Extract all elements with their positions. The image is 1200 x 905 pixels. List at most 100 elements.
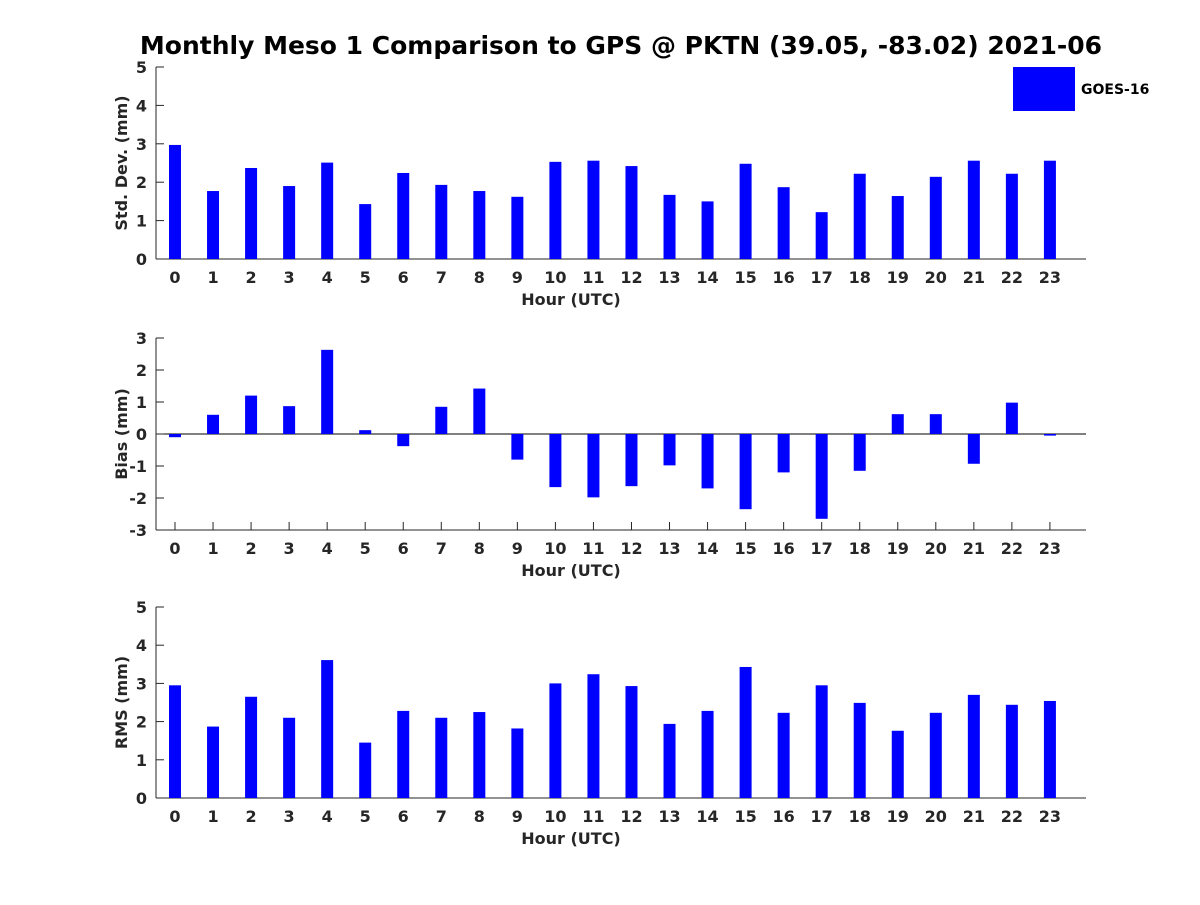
bar-hour-0 [169,685,181,798]
y-tick-label: -1 [129,457,147,476]
x-tick-label: 18 [849,539,871,558]
y-tick-label: 3 [136,135,147,154]
y-tick-label: 4 [136,96,147,115]
x-tick-label: 20 [925,268,947,287]
bar-hour-22 [1005,402,1018,434]
x-tick-label: 14 [696,539,718,558]
x-tick-label: 21 [963,268,985,287]
bar-hour-1 [207,726,220,798]
bar-hour-2 [245,395,258,434]
x-tick-label: 4 [322,539,333,558]
x-tick-label: 10 [544,268,566,287]
x-tick-label: 6 [398,807,409,826]
bar-hour-6 [397,710,410,798]
bar-hour-23 [1043,160,1056,259]
x-tick-label: 8 [474,807,485,826]
bar-hour-22 [1005,173,1018,259]
x-tick-label: 1 [207,807,218,826]
bar-hour-2 [245,696,258,798]
x-tick-label: 22 [1001,268,1023,287]
bar-hour-7 [435,717,448,798]
bar-hour-10 [549,434,562,488]
y-tick-label: -2 [129,489,147,508]
bar-hour-12 [625,166,638,259]
y-axis-label: Std. Dev. (mm) [112,95,131,230]
bar-hour-8 [473,712,486,798]
bar-hour-10 [549,161,562,259]
bar-hour-3 [283,186,296,259]
x-tick-label: 1 [207,268,218,287]
x-tick-label: 14 [696,807,718,826]
bar-hour-11 [587,434,600,498]
x-tick-label: 2 [246,268,257,287]
x-tick-label: 21 [963,807,985,826]
bar-hour-20 [929,712,942,798]
x-axis-label: Hour (UTC) [521,829,621,848]
bar-hour-12 [625,434,638,487]
x-tick-label: 16 [773,268,795,287]
y-tick-label: -3 [129,521,147,540]
y-tick-label: 2 [136,173,147,192]
x-tick-label: 18 [849,807,871,826]
bar-hour-14 [701,710,714,798]
x-tick-label: 12 [620,268,642,287]
x-axis-label: Hour (UTC) [521,290,621,309]
bar-hour-20 [929,176,942,259]
x-tick-label: 14 [696,268,718,287]
bar-hour-4 [321,349,334,434]
bar-hour-18 [853,434,866,471]
bar-hour-4 [321,660,334,798]
x-tick-label: 6 [398,539,409,558]
y-tick-label: 2 [136,713,147,732]
bar-hour-1 [207,191,220,259]
x-tick-label: 3 [284,807,295,826]
x-tick-label: 10 [544,539,566,558]
y-tick-label: 2 [136,361,147,380]
y-tick-label: 5 [136,58,147,77]
bar-hour-3 [283,406,296,434]
x-tick-label: 12 [620,807,642,826]
x-tick-label: 0 [169,807,180,826]
x-tick-label: 3 [284,539,295,558]
bar-hour-17 [815,685,828,798]
y-tick-label: 1 [136,212,147,231]
legend-swatch [1013,67,1075,111]
x-tick-label: 11 [582,539,604,558]
bar-hour-1 [207,414,220,434]
y-tick-label: 3 [136,674,147,693]
bar-hour-18 [853,702,866,798]
bar-hour-13 [663,434,676,466]
x-tick-label: 16 [773,539,795,558]
x-tick-label: 8 [474,539,485,558]
x-tick-label: 17 [811,268,833,287]
bar-hour-19 [891,730,904,798]
x-tick-label: 15 [734,807,756,826]
bar-hour-7 [435,184,448,259]
x-tick-label: 15 [734,268,756,287]
bar-hour-15 [739,163,752,259]
bar-hour-15 [739,666,752,798]
bar-hour-12 [625,686,638,798]
x-tick-label: 9 [512,268,523,287]
x-tick-label: 22 [1001,807,1023,826]
bar-hour-0 [169,144,181,259]
y-axis-label: RMS (mm) [112,656,131,749]
bar-hour-9 [511,196,524,259]
x-tick-label: 19 [887,807,909,826]
bar-hour-17 [815,212,828,259]
bar-hour-21 [967,434,980,464]
x-tick-label: 8 [474,268,485,287]
x-tick-label: 7 [436,539,447,558]
x-tick-label: 5 [360,268,371,287]
x-tick-label: 9 [512,807,523,826]
bar-hour-14 [701,201,714,259]
bar-hour-20 [929,414,942,434]
x-tick-label: 0 [169,268,180,287]
x-tick-label: 23 [1039,539,1061,558]
y-tick-label: 3 [136,329,147,348]
